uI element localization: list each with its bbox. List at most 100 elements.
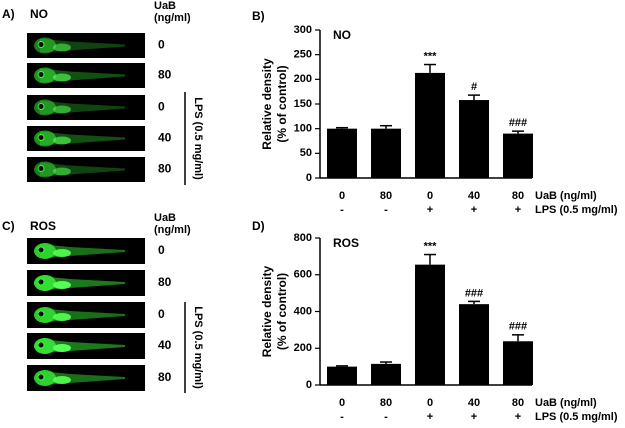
annotation: *** — [424, 50, 438, 62]
category-name: LPS (0.5 mg/ml) — [535, 204, 618, 216]
fish-eye — [37, 165, 45, 172]
fish-eye — [37, 341, 45, 349]
y-tick-label: 0 — [306, 172, 312, 184]
bar — [371, 128, 401, 178]
panel-letter: A) — [2, 7, 15, 21]
fish-head — [34, 307, 56, 323]
x-tick-label-2: + — [515, 411, 521, 423]
annotation: ### — [509, 321, 527, 333]
x-tick-label-2: - — [340, 411, 344, 423]
panel-letter: D) — [252, 219, 265, 233]
y-tick-label: 600 — [294, 269, 312, 281]
dose-label: 40 — [158, 131, 172, 145]
y-axis-label: Relative density — [260, 58, 274, 150]
fish-head — [34, 37, 56, 54]
category-name: LPS (0.5 mg/ml) — [535, 411, 618, 423]
x-tick-label: 80 — [380, 397, 392, 409]
fish-head — [34, 243, 56, 259]
y-tick-label: 250 — [294, 49, 312, 61]
bar — [371, 363, 401, 385]
fish-yolk — [53, 136, 71, 145]
fish-head — [34, 130, 56, 147]
bar — [327, 366, 357, 385]
fish-yolk — [53, 313, 71, 321]
y-axis-label: (% of control) — [275, 65, 289, 142]
annotation: ### — [465, 287, 483, 299]
x-tick-label: 80 — [512, 397, 524, 409]
fish-eye — [37, 373, 45, 381]
y-axis-label: Relative density — [260, 265, 274, 357]
fish-yolk — [53, 281, 71, 289]
bar — [415, 264, 445, 385]
panel-title: ROS — [30, 219, 56, 233]
x-tick-label: 0 — [427, 190, 433, 202]
chart-title: NO — [333, 28, 351, 42]
y-tick-label: 400 — [294, 305, 312, 317]
annotation: *** — [424, 240, 438, 252]
fish-eye — [37, 103, 45, 110]
y-tick-label: 150 — [294, 98, 312, 110]
y-tick-label: 300 — [294, 24, 312, 36]
dose-label: 0 — [158, 100, 165, 114]
fish-yolk — [53, 73, 71, 82]
panel-title: NO — [30, 7, 48, 21]
x-tick-label-2: + — [427, 411, 433, 423]
header: UaB — [154, 212, 176, 224]
fish-yolk — [53, 43, 71, 52]
annotation: # — [471, 81, 477, 93]
y-tick-label: 200 — [294, 342, 312, 354]
bar — [327, 128, 357, 178]
fish-head — [34, 99, 56, 116]
dose-label: 80 — [158, 275, 172, 289]
fish-eye — [37, 41, 45, 48]
bracket-label: LPS (0.5 mg/ml) — [192, 97, 204, 180]
fish-eye — [37, 134, 45, 141]
y-tick-label: 200 — [294, 73, 312, 85]
dose-label: 80 — [158, 162, 172, 176]
dose-label: 80 — [158, 68, 172, 82]
fish-head — [34, 67, 56, 84]
fish-eye — [37, 278, 45, 286]
x-tick-label-2: - — [384, 204, 388, 216]
fish-eye — [37, 246, 45, 254]
x-tick-label-2: - — [384, 411, 388, 423]
bracket-label: LPS (0.5 mg/ml) — [192, 306, 204, 389]
fish-yolk — [53, 344, 71, 352]
x-tick-label: 40 — [468, 190, 480, 202]
x-tick-label-2: + — [427, 204, 433, 216]
y-tick-label: 100 — [294, 123, 312, 135]
fish-eye — [37, 71, 45, 78]
bar — [459, 304, 489, 385]
dose-label: 80 — [158, 370, 172, 384]
fish-yolk — [53, 105, 71, 114]
x-tick-label: 80 — [512, 190, 524, 202]
x-tick-label: 0 — [339, 190, 345, 202]
annotation: ### — [509, 117, 527, 129]
panel-letter: C) — [2, 219, 15, 233]
y-tick-label: 50 — [300, 147, 312, 159]
dose-label: 0 — [158, 307, 165, 321]
fish-head — [34, 370, 56, 386]
category-name: UaB (ng/ml) — [535, 397, 597, 409]
header: (ng/ml) — [154, 12, 191, 24]
fish-yolk — [53, 249, 71, 257]
bar — [503, 341, 533, 385]
panel-letter: B) — [252, 9, 265, 23]
fish-yolk — [53, 167, 71, 176]
category-name: UaB (ng/ml) — [535, 190, 597, 202]
dose-label: 0 — [158, 243, 165, 257]
y-tick-label: 800 — [294, 232, 312, 244]
x-tick-label: 80 — [380, 190, 392, 202]
x-tick-label: 0 — [427, 397, 433, 409]
y-tick-label: 0 — [306, 379, 312, 391]
x-tick-label-2: + — [471, 204, 477, 216]
fish-head — [34, 275, 56, 291]
chart-title: ROS — [333, 236, 359, 250]
dose-label: 0 — [158, 38, 165, 52]
bar — [503, 133, 533, 178]
x-tick-label: 0 — [339, 397, 345, 409]
y-axis-label: (% of control) — [275, 273, 289, 350]
fish-head — [34, 338, 56, 354]
x-tick-label-2: + — [471, 411, 477, 423]
